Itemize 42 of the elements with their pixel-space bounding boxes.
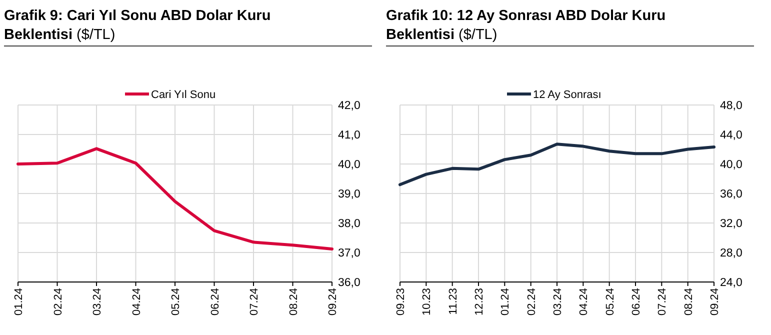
x-tick-label: 10.23 <box>421 288 434 316</box>
x-tick-label: 06.24 <box>630 288 642 316</box>
line-series <box>398 142 716 186</box>
x-tick-label: 09.23 <box>395 288 407 316</box>
y-tick-label: 36,0 <box>338 277 360 289</box>
x-tick-label: 02.24 <box>526 288 538 316</box>
x-tick-label: 04.24 <box>578 288 590 316</box>
chart-title: Grafik 10: 12 Ay Sonrası ABD Dolar Kuru Beklentisi ($/TL) <box>386 8 666 43</box>
x-tick-label: 03.24 <box>552 288 564 316</box>
y-tick-label: 24,0 <box>720 277 742 289</box>
legend-label: 12 Ay Sonrası <box>533 89 602 101</box>
x-tick-label: 01.24 <box>500 288 512 316</box>
x-tick-label: 07.24 <box>656 288 669 316</box>
x-tick-label: 07.24 <box>248 288 260 316</box>
y-tick-label: 38,0 <box>338 218 360 230</box>
y-tick-label: 39,0 <box>338 188 360 200</box>
x-tick-label: 05.24 <box>604 288 616 316</box>
x-tick-label: 06.24 <box>209 288 222 316</box>
y-tick-label: 28,0 <box>720 248 742 260</box>
x-tick-label: 02.24 <box>52 288 64 316</box>
x-tick-label: 09.24 <box>709 288 721 316</box>
y-tick-label: 41,0 <box>338 130 360 142</box>
x-tick-label: 09.24 <box>327 288 339 316</box>
x-tick-label: 12.23 <box>474 288 486 316</box>
x-tick-label: 08.24 <box>288 288 300 316</box>
legend-label: Cari Yıl Sonu <box>151 89 216 101</box>
x-tick-label: 03.24 <box>92 288 104 316</box>
x-tick-label: 11.23 <box>447 288 460 315</box>
y-tick-label: 40,0 <box>720 159 742 171</box>
x-tick-label: 01.24 <box>13 288 25 316</box>
x-tick-label: 08.24 <box>682 288 695 316</box>
line-series <box>16 147 334 250</box>
x-tick-label: 04.24 <box>130 288 143 316</box>
y-tick-label: 42,0 <box>338 100 360 112</box>
chart-title: Grafik 9: Cari Yıl Sonu ABD Dolar Kuru Beklentisi ($/TL) <box>4 8 271 43</box>
y-tick-label: 40,0 <box>338 159 360 171</box>
y-tick-label: 32,0 <box>720 218 742 230</box>
y-tick-label: 36,0 <box>720 188 742 200</box>
x-tick-label: 05.24 <box>170 288 182 316</box>
y-tick-label: 44,0 <box>720 130 742 142</box>
y-tick-label: 48,0 <box>720 100 742 112</box>
y-tick-label: 37,0 <box>338 248 360 260</box>
